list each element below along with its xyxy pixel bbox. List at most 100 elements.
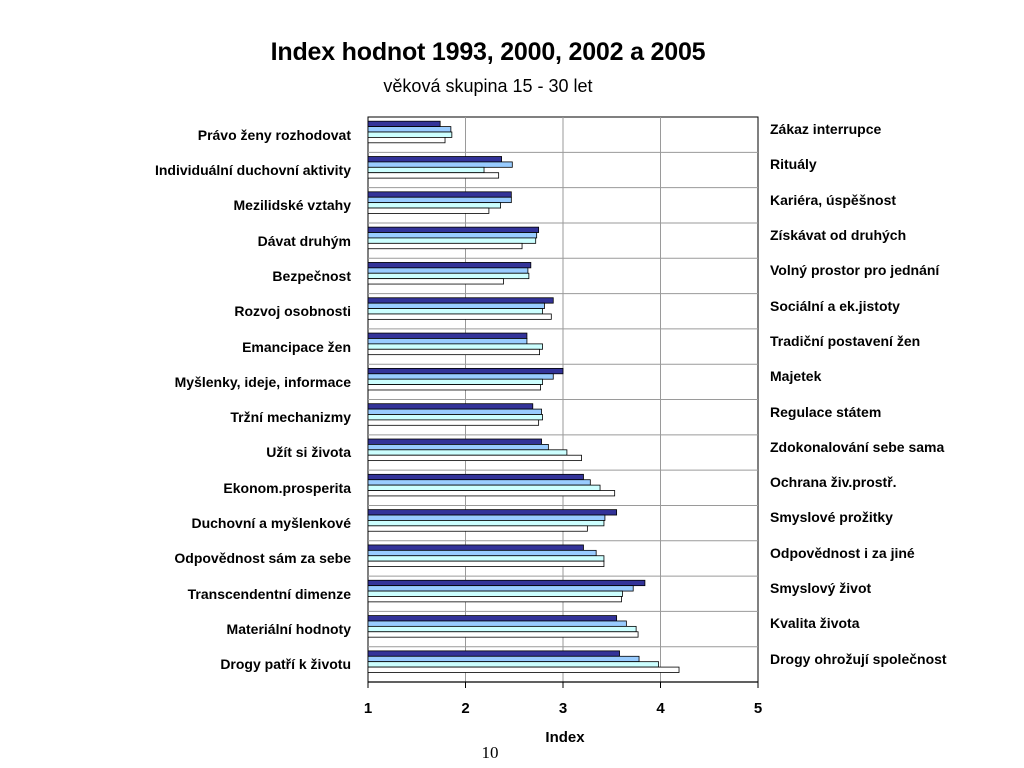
bar	[367, 615, 618, 622]
bar-group	[367, 403, 543, 426]
bar	[367, 262, 532, 269]
bar	[367, 207, 490, 214]
bar	[367, 237, 537, 244]
bar	[367, 161, 513, 168]
bar	[367, 367, 564, 375]
bar	[367, 473, 584, 481]
bar	[367, 332, 528, 339]
bar	[367, 302, 545, 309]
opposite-category-label: Kariéra, úspěšnost	[770, 191, 897, 208]
bar-group	[367, 367, 564, 391]
bar	[367, 544, 584, 551]
bar-group	[367, 156, 513, 179]
opposite-category-label: Zákaz interrupce	[770, 121, 882, 137]
bar	[367, 525, 588, 532]
bar	[367, 403, 534, 410]
bar-group	[367, 297, 554, 320]
bar-group	[367, 509, 618, 532]
x-tick-label: 4	[656, 700, 665, 717]
bar	[367, 136, 446, 144]
opposite-category-label: Regulace státem	[770, 403, 882, 420]
opposite-category-label: Majetek	[770, 368, 822, 385]
category-label: Užít si života	[266, 444, 351, 461]
bar	[367, 297, 554, 304]
bar	[367, 172, 500, 179]
bar-group	[367, 438, 582, 462]
bar	[367, 378, 543, 385]
category-label: Myšlenky, ideje, informace	[174, 373, 351, 390]
x-tick-label: 3	[558, 700, 568, 717]
category-label: Individuální duchovní aktivity	[154, 161, 351, 178]
category-label: Duchovní a myšlenkové	[191, 515, 351, 532]
bar	[367, 408, 542, 415]
bar	[367, 655, 640, 663]
category-label: Materiální hodnoty	[226, 621, 351, 638]
bar	[367, 414, 543, 421]
bar-group	[367, 579, 646, 603]
bar	[367, 308, 543, 315]
page-number: 10	[481, 743, 499, 762]
bar-group	[367, 615, 639, 638]
bar	[367, 625, 637, 633]
opposite-category-label: Rituály	[770, 156, 817, 173]
bar	[367, 650, 620, 657]
bar	[367, 313, 552, 320]
bar	[367, 120, 441, 127]
category-label: Dávat druhým	[257, 232, 351, 249]
bar	[367, 631, 639, 638]
category-label: Právo ženy rozhodovat	[197, 126, 351, 143]
bar	[367, 661, 659, 668]
opposite-category-label: Smyslové prožitky	[770, 509, 893, 526]
bar	[367, 131, 453, 138]
bar-group	[367, 650, 680, 673]
x-tick-label: 1	[363, 700, 373, 717]
bar	[367, 232, 538, 239]
category-label: Drogy patří k životu	[220, 656, 351, 673]
bar	[367, 202, 502, 209]
bar	[367, 278, 504, 285]
opposite-category-label: Smyslový život	[770, 580, 872, 597]
bar	[367, 444, 549, 451]
bar-group	[367, 262, 532, 285]
bar	[367, 520, 605, 527]
bar-group	[367, 120, 453, 144]
bar	[367, 438, 542, 445]
bar	[367, 590, 623, 597]
bar	[367, 156, 502, 163]
bar	[367, 449, 568, 456]
bar-group	[367, 544, 605, 567]
x-tick-label: 2	[461, 700, 470, 717]
bar	[367, 484, 601, 491]
category-label: Emancipace žen	[242, 338, 351, 355]
bar-group	[367, 473, 616, 497]
x-axis-label: Index	[545, 729, 585, 746]
category-label: Tržní mechanizmy	[230, 409, 351, 426]
category-label: Ekonom.prosperita	[223, 479, 351, 496]
bar	[367, 166, 485, 174]
bar	[367, 509, 618, 516]
bar	[367, 579, 646, 587]
bar	[367, 272, 530, 280]
bar-group	[367, 226, 540, 250]
bar	[367, 343, 543, 350]
bar	[367, 596, 622, 603]
bar	[367, 666, 680, 673]
opposite-category-label: Získávat od druhých	[770, 226, 907, 243]
bar	[367, 479, 591, 486]
category-label: Bezpečnost	[272, 267, 351, 284]
chart-title: Index hodnot 1993, 2000, 2002 a 2005	[270, 38, 706, 66]
bar	[367, 419, 540, 426]
opposite-category-label: Zdokonalování sebe sama	[770, 438, 945, 455]
bar	[367, 226, 540, 233]
category-label: Odpovědnost sám za sebe	[174, 550, 351, 567]
bar	[367, 338, 528, 345]
opposite-category-label: Odpovědnost i za jiné	[770, 544, 915, 561]
bar	[367, 384, 541, 391]
opposite-category-label: Sociální a ek.jistoty	[770, 297, 900, 314]
bar-group	[367, 191, 512, 214]
opposite-category-label: Volný prostor pro jednání	[770, 262, 940, 279]
bar	[367, 348, 541, 356]
bar	[367, 555, 605, 562]
bar	[367, 191, 512, 198]
